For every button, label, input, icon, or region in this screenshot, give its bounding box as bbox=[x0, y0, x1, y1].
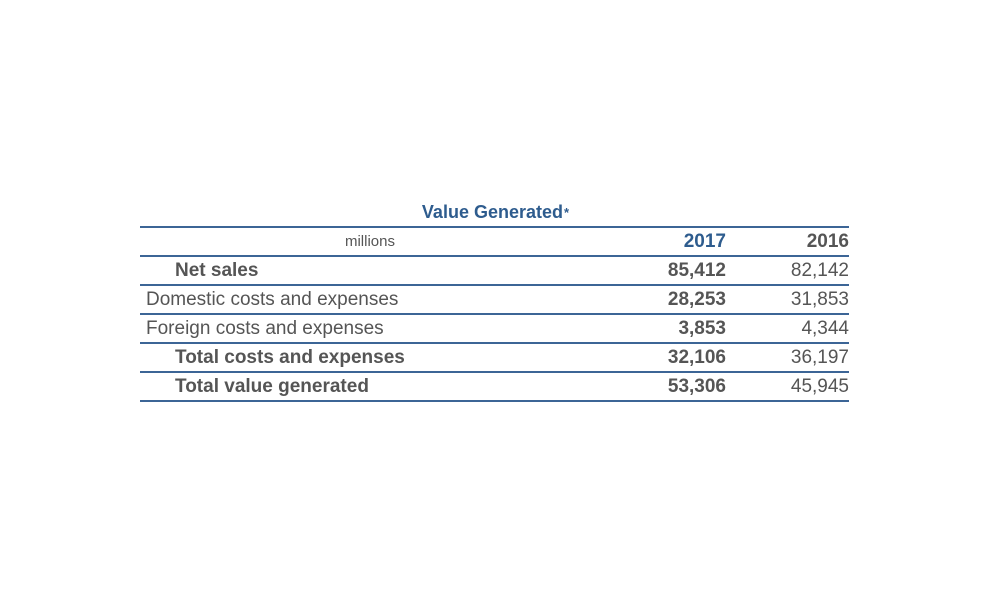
value-2016: 45,945 bbox=[790, 375, 849, 397]
value-2017: 3,853 bbox=[678, 317, 726, 339]
footnote-mark: * bbox=[564, 205, 570, 220]
value-2016: 82,142 bbox=[790, 259, 849, 281]
row-label: Net sales bbox=[175, 259, 259, 281]
table-title: Value Generated* bbox=[140, 198, 849, 228]
unit-label: millions bbox=[344, 233, 395, 250]
row-label: Foreign costs and expenses bbox=[146, 317, 384, 339]
row-label: Total costs and expenses bbox=[175, 346, 405, 368]
value-2017: 85,412 bbox=[667, 259, 726, 281]
value-2016: 31,853 bbox=[790, 288, 849, 310]
value-2017: 32,106 bbox=[667, 346, 726, 368]
row-label: Domestic costs and expenses bbox=[146, 288, 399, 310]
value-2016: 36,197 bbox=[790, 346, 849, 368]
table-row-foreign-costs: Foreign costs and expenses 3,853 4,344 bbox=[140, 315, 849, 344]
column-header-2017: 2017 bbox=[683, 230, 726, 252]
value-generated-table: Value Generated* millions 2017 2016 Net … bbox=[140, 198, 849, 402]
value-2017: 28,253 bbox=[667, 288, 726, 310]
table-row-total-value: Total value generated 53,306 45,945 bbox=[140, 373, 849, 402]
row-label: Total value generated bbox=[175, 375, 369, 397]
table-row-net-sales: Net sales 85,412 82,142 bbox=[140, 257, 849, 286]
table-title-text: Value Generated bbox=[421, 202, 563, 222]
table-header-row: millions 2017 2016 bbox=[140, 228, 849, 257]
column-header-2016: 2016 bbox=[806, 230, 849, 252]
value-2016: 4,344 bbox=[801, 317, 849, 339]
table-row-domestic-costs: Domestic costs and expenses 28,253 31,85… bbox=[140, 286, 849, 315]
value-2017: 53,306 bbox=[667, 375, 726, 397]
table-row-total-costs: Total costs and expenses 32,106 36,197 bbox=[140, 344, 849, 373]
